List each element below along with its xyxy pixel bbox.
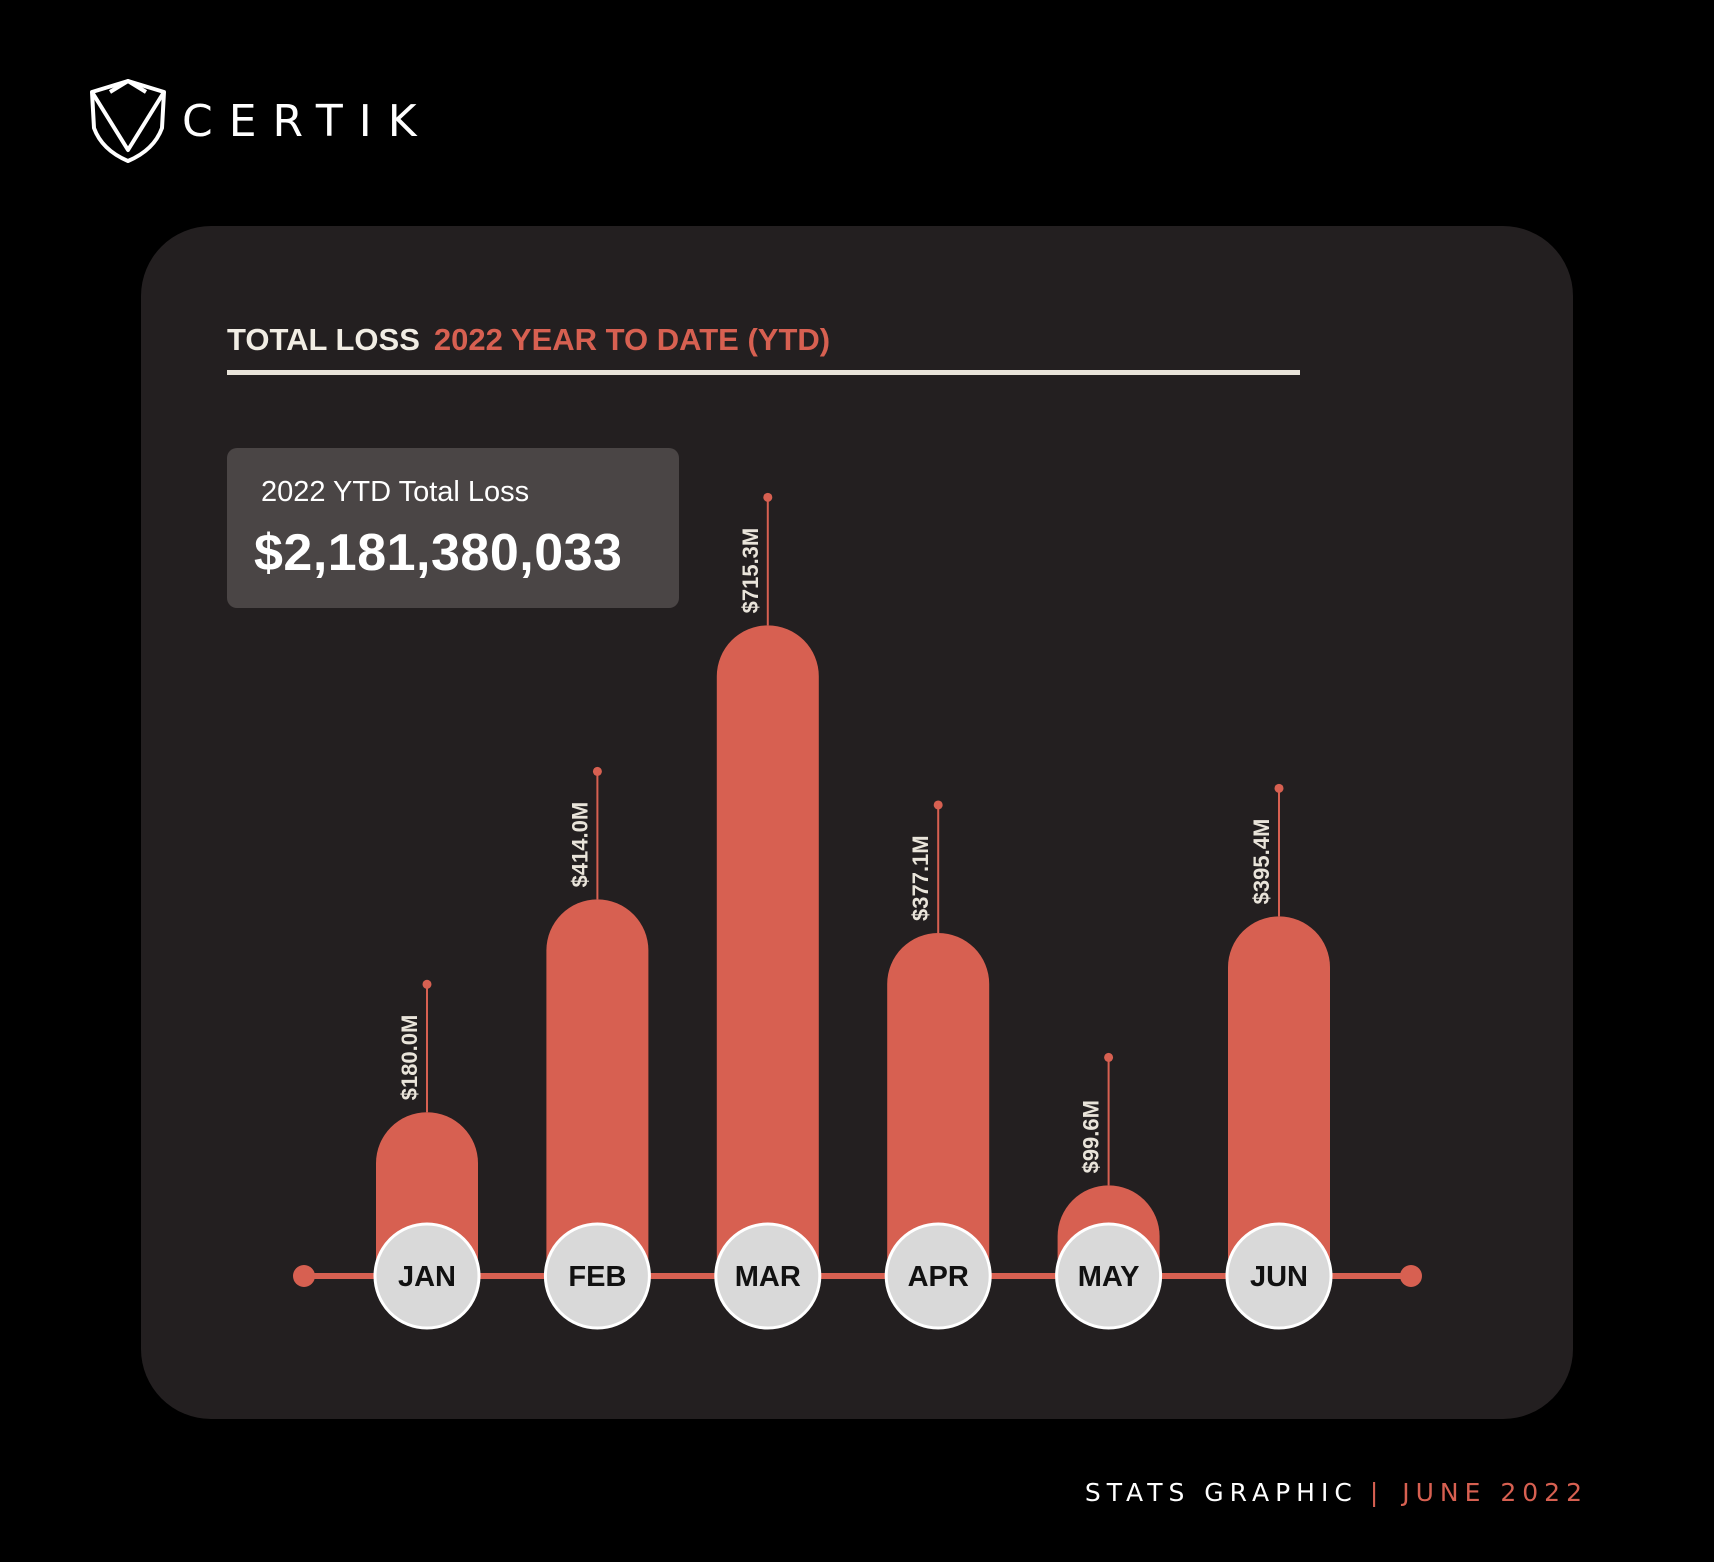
chart-title-main: TOTAL LOSS	[227, 322, 420, 357]
month-label: JUN	[1250, 1261, 1308, 1293]
brand: CERTIK	[88, 78, 488, 164]
month-badge	[884, 1222, 992, 1330]
title-underline	[227, 370, 1300, 375]
x-axis-start-dot	[293, 1265, 315, 1287]
bar-mar	[716, 625, 819, 1276]
value-leader-dot	[1104, 1052, 1114, 1062]
value-leader-dot	[763, 492, 773, 502]
value-leader-dot	[422, 979, 432, 989]
month-badge	[1225, 1222, 1333, 1330]
month-badge	[543, 1222, 651, 1330]
bar-apr	[887, 932, 990, 1276]
chart-title-accent: 2022 YEAR TO DATE (YTD)	[433, 322, 831, 357]
bar-jun	[1228, 916, 1330, 1276]
footer-label: STATS GRAPHIC	[1084, 1478, 1358, 1507]
value-leader-dot	[933, 800, 943, 810]
value-label: $715.3M	[738, 528, 763, 614]
ytd-summary-value: $2,181,380,033	[254, 524, 623, 582]
footer-date: JUNE 2022	[1402, 1478, 1588, 1507]
value-label: $377.1M	[908, 835, 933, 921]
value-leader-dot	[592, 766, 602, 776]
month-label: FEB	[568, 1261, 626, 1293]
bar-feb	[546, 899, 649, 1276]
chart-title: TOTAL LOSS 2022 YEAR TO DATE (YTD)	[227, 322, 830, 358]
ytd-summary-box: 2022 YTD Total Loss $2,181,380,033	[227, 448, 679, 608]
month-badge	[714, 1222, 822, 1330]
value-label: $99.6M	[1079, 1100, 1104, 1173]
month-label: JAN	[398, 1261, 456, 1293]
value-leader-dot	[1274, 783, 1284, 793]
month-label: MAR	[735, 1261, 801, 1293]
ytd-summary-label: 2022 YTD Total Loss	[261, 476, 530, 508]
month-badge	[373, 1222, 481, 1330]
month-badge	[1055, 1222, 1163, 1330]
footer: STATS GRAPHIC | JUNE 2022	[1085, 1478, 1588, 1507]
certik-logo-icon	[90, 79, 166, 163]
value-label: $414.0M	[567, 802, 592, 888]
value-label: $395.4M	[1249, 819, 1274, 905]
month-label: APR	[908, 1261, 969, 1293]
month-label: MAY	[1078, 1261, 1140, 1293]
value-label: $180.0M	[397, 1015, 422, 1101]
footer-separator: |	[1369, 1478, 1385, 1507]
x-axis-end-dot	[1400, 1265, 1422, 1287]
brand-name: CERTIK	[182, 96, 433, 147]
